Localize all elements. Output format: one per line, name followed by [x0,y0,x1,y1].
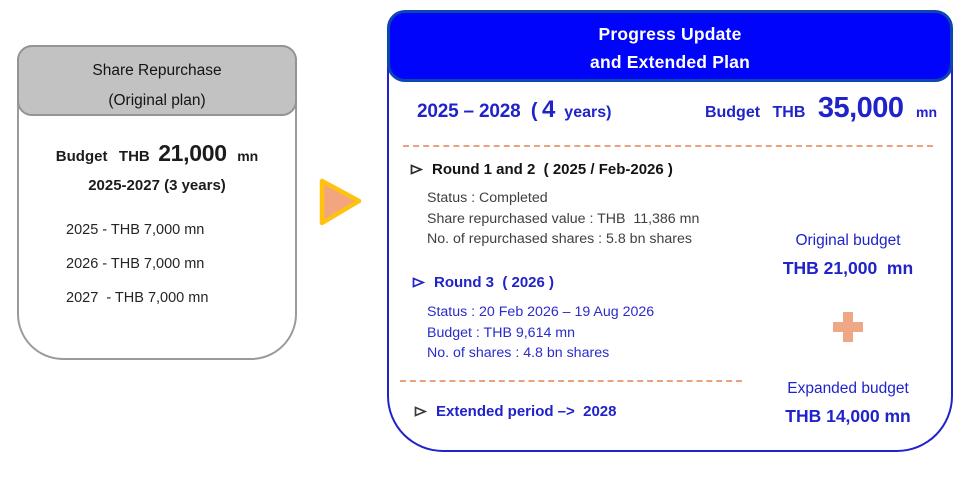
extended-period-title: Extended period –> 2028 [436,403,617,420]
period-paren-close: years) [559,104,612,121]
yearly-breakdown: 2025 - THB 7,000 mn 2026 - THB 7,000 mn … [66,213,208,315]
original-budget-label: Original budget [795,232,901,249]
budget-label: Budget [55,148,108,165]
round-3-status: Status : 20 Feb 2026 – 19 Aug 2026 [427,304,655,320]
year-line: 2025 - THB 7,000 mn [66,222,205,238]
budget-currency: THB [772,104,806,121]
budget-unit: mn [237,148,259,164]
round-3-heading: Round 3 ( 2026 ) [412,274,554,291]
budget-label: Budget [704,104,761,121]
round-1-2-shares: No. of repurchased shares : 5.8 bn share… [427,231,692,247]
expanded-budget-value: THB 14,000 mn [785,406,911,426]
year-line: 2027 - THB 7,000 mn [66,290,209,306]
budget-value: 21,000 [158,140,227,166]
round-3-title: Round 3 ( 2026 ) [434,274,555,291]
dashed-divider-bottom [400,380,742,382]
round-3-budget: Budget : THB 9,614 mn [427,324,576,341]
dashed-divider-top [403,145,933,147]
original-plan-title-line1: Share Repurchase [92,62,222,79]
period-range: 2025 – 2028 [417,101,521,122]
period-years-count: 4 [542,96,556,123]
period-paren-open: ( [530,100,538,122]
budget-unit: mn [916,104,937,120]
round-1-2-details: Status : Completed Share repurchased val… [427,188,699,250]
progress-update-title-line1: Progress Update [598,24,742,44]
arrowhead-right-icon [412,276,425,289]
original-budget-value: THB 21,000 mn [782,258,914,278]
arrowhead-right-icon [414,405,427,418]
arrowhead-right-icon [410,163,423,176]
round-1-2-heading: Round 1 and 2 ( 2025 / Feb-2026 ) [410,161,673,178]
original-plan-title-line2: (Original plan) [108,92,206,109]
budget-value: 35,000 [817,92,904,124]
original-budget-line: Budget THB 21,000 mn [19,140,295,167]
budget-currency: THB [118,148,150,165]
plus-icon [833,312,863,342]
expanded-budget-label: Expanded budget [787,380,909,397]
original-period: 2025-2027 (3 years) [88,177,226,194]
progress-update-card-header: Progress Update and Extended Plan [387,10,953,82]
round-1-2-status: Status : Completed [427,190,548,206]
extended-plan-summary-row: 2025 – 2028 ( 4 years) Budget THB 35,000… [417,92,937,125]
total-budget-summary: Budget THB 35,000 mn [705,92,937,125]
progress-update-title-line2: and Extended Plan [590,52,750,72]
round-1-2-title: Round 1 and 2 ( 2025 / Feb-2026 ) [432,161,673,178]
progress-update-card: 2025 – 2028 ( 4 years) Budget THB 35,000… [387,40,953,452]
round-3-details: Status : 20 Feb 2026 – 19 Aug 2026 Budge… [427,302,654,364]
round-3-shares: No. of shares : 4.8 bn shares [427,345,610,361]
extended-period-heading: Extended period –> 2028 [414,403,617,420]
round-1-2-value: Share repurchased value : THB 11,386 mn [427,210,700,227]
flow-arrow-icon [318,176,364,233]
original-plan-card: Share Repurchase (Original plan) Budget … [17,45,297,360]
year-line: 2026 - THB 7,000 mn [66,256,205,272]
extended-period-summary: 2025 – 2028 ( 4 years) [417,96,611,124]
original-plan-card-header: Share Repurchase (Original plan) [17,45,297,116]
